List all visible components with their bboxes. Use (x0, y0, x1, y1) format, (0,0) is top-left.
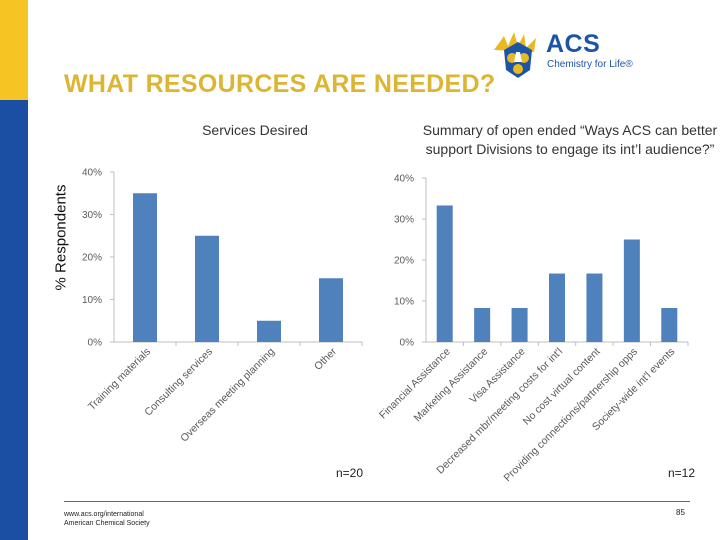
bar (511, 307, 528, 342)
y-tick-label: 10% (82, 295, 102, 306)
chart1-n-count: n=20 (336, 466, 363, 480)
bar (319, 278, 343, 342)
y-tick-label: 30% (394, 215, 414, 226)
bar (257, 320, 281, 342)
bar (661, 307, 678, 342)
footer-url: www.acs.org/international (64, 511, 144, 518)
accent-bar-yellow (0, 0, 28, 100)
y-tick-label: 20% (82, 253, 102, 264)
footer-text: www.acs.org/international American Chemi… (64, 510, 150, 528)
bar (623, 239, 640, 342)
x-category-label: Training materials (86, 346, 153, 413)
chart2-n-count: n=12 (668, 466, 695, 480)
chart1-title: Services Desired (202, 122, 308, 138)
bar (474, 307, 491, 342)
page-number: 85 (676, 508, 685, 517)
bar (436, 205, 453, 342)
x-category-label: Consulting services (142, 346, 215, 419)
logo-tagline: Chemistry for Life® (547, 59, 633, 70)
bar (586, 273, 603, 342)
acs-logo: ACS Chemistry for Life® (490, 28, 650, 80)
y-tick-label: 0% (400, 338, 415, 349)
y-tick-label: 30% (82, 210, 102, 221)
n-count-text: n=12 (668, 466, 696, 480)
bar (195, 235, 219, 342)
logo-acs-text: ACS (546, 30, 601, 58)
y-tick-label: 40% (394, 174, 414, 185)
footer-divider (64, 501, 690, 502)
x-category-label: Providing connections/partnership opps (501, 346, 640, 485)
y-tick-label: 40% (82, 168, 102, 179)
footer-org: American Chemical Society (64, 520, 150, 527)
bar (549, 273, 565, 342)
accent-bar-blue (0, 100, 28, 540)
chart2-title: Summary of open ended “Ways ACS can bett… (422, 122, 718, 157)
y-tick-label: 20% (394, 256, 414, 267)
acs-seal-icon (494, 32, 536, 78)
n-count-text: n=20 (336, 466, 364, 480)
bar (133, 193, 157, 342)
y-tick-label: 10% (394, 297, 414, 308)
page-title: WHAT RESOURCES ARE NEEDED? (64, 70, 496, 98)
x-category-label: Other (312, 345, 339, 372)
x-category-label: Financial Assistance (377, 346, 453, 422)
y-tick-label: 0% (88, 338, 103, 349)
